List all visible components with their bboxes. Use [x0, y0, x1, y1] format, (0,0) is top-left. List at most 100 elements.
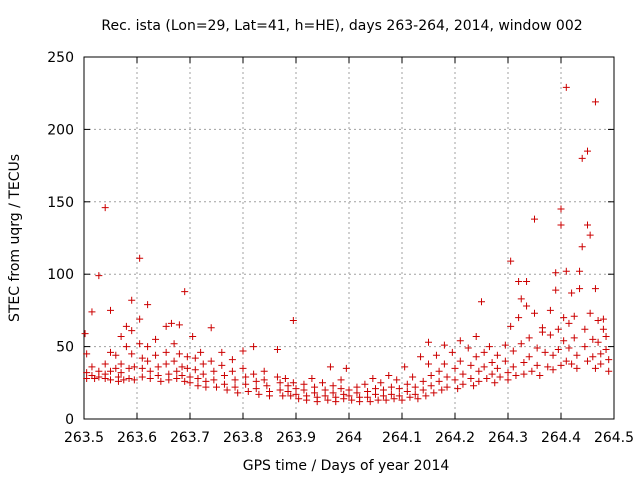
data-point	[448, 348, 456, 356]
data-point	[509, 347, 517, 355]
data-point	[162, 360, 170, 368]
data-point	[95, 373, 103, 381]
data-point	[239, 364, 247, 372]
data-point	[480, 348, 488, 356]
data-point	[218, 348, 226, 356]
data-point	[379, 392, 387, 400]
data-point	[114, 377, 122, 385]
data-point	[536, 372, 544, 380]
data-point	[122, 322, 130, 330]
data-point	[560, 337, 568, 345]
data-point	[586, 231, 594, 239]
data-point	[459, 370, 467, 378]
data-point	[385, 372, 393, 380]
data-points	[81, 83, 613, 406]
y-tick-label: 150	[47, 195, 74, 211]
data-point	[197, 348, 205, 356]
data-point	[430, 389, 438, 397]
data-point	[353, 389, 361, 397]
data-point	[480, 363, 488, 371]
x-tick-label: 263.5	[64, 430, 104, 446]
data-point	[515, 277, 523, 285]
data-point	[138, 373, 146, 381]
data-point	[107, 306, 114, 314]
data-point	[372, 390, 379, 398]
data-point	[146, 374, 154, 382]
data-point	[478, 298, 485, 306]
data-point	[591, 98, 599, 106]
data-point	[573, 364, 581, 372]
data-point	[533, 344, 541, 352]
data-point	[440, 341, 448, 349]
data-point	[395, 392, 403, 400]
data-point	[573, 351, 581, 359]
data-point	[578, 243, 586, 251]
data-point	[570, 312, 578, 320]
data-point	[220, 372, 228, 380]
data-point	[332, 398, 340, 406]
data-point	[183, 364, 191, 372]
data-point	[207, 357, 215, 365]
data-point	[207, 324, 215, 332]
data-point	[560, 314, 568, 322]
data-point	[565, 344, 573, 352]
data-point	[411, 383, 419, 391]
data-point	[303, 396, 311, 404]
data-point	[523, 277, 531, 285]
data-point	[409, 373, 417, 381]
data-point	[181, 377, 189, 385]
data-point	[520, 370, 528, 378]
data-point	[517, 295, 525, 303]
data-point	[120, 376, 128, 384]
data-point	[422, 392, 430, 400]
data-point	[576, 267, 584, 275]
data-point	[260, 367, 268, 375]
data-point	[162, 322, 170, 330]
data-point	[417, 353, 425, 361]
data-point	[467, 374, 475, 382]
data-point	[488, 359, 496, 367]
data-point	[234, 389, 242, 397]
data-point	[493, 364, 501, 372]
data-point	[326, 363, 334, 371]
data-point	[276, 386, 284, 394]
data-point	[443, 373, 451, 381]
data-point	[228, 367, 236, 375]
data-point	[552, 286, 560, 294]
data-point	[525, 334, 533, 342]
data-point	[509, 363, 517, 371]
data-point	[584, 221, 591, 229]
data-point	[107, 348, 114, 356]
data-point	[507, 322, 515, 330]
data-point	[329, 389, 337, 397]
data-point	[597, 360, 605, 368]
data-point	[289, 317, 297, 325]
data-point	[483, 374, 491, 382]
data-point	[130, 363, 138, 371]
data-point	[186, 379, 194, 387]
data-point	[144, 357, 152, 365]
data-point	[374, 396, 382, 404]
data-point	[101, 204, 109, 212]
data-point	[364, 393, 372, 401]
data-point	[345, 392, 353, 400]
data-point	[594, 317, 602, 325]
data-point	[578, 154, 586, 162]
data-point	[220, 380, 228, 388]
data-point	[337, 376, 345, 384]
data-point	[562, 357, 570, 365]
data-point	[517, 340, 525, 348]
data-point	[599, 315, 607, 323]
data-point	[472, 353, 480, 361]
data-point	[199, 370, 207, 378]
x-tick-label: 264	[336, 430, 363, 446]
data-point	[194, 382, 202, 390]
data-point	[440, 360, 448, 368]
data-point	[382, 396, 390, 404]
y-tick-label: 250	[47, 50, 74, 66]
data-point	[581, 325, 589, 333]
data-point	[266, 392, 273, 400]
data-point	[152, 351, 160, 359]
data-point	[250, 343, 258, 351]
y-axis: 0 50 100 150 200 250	[47, 50, 614, 428]
